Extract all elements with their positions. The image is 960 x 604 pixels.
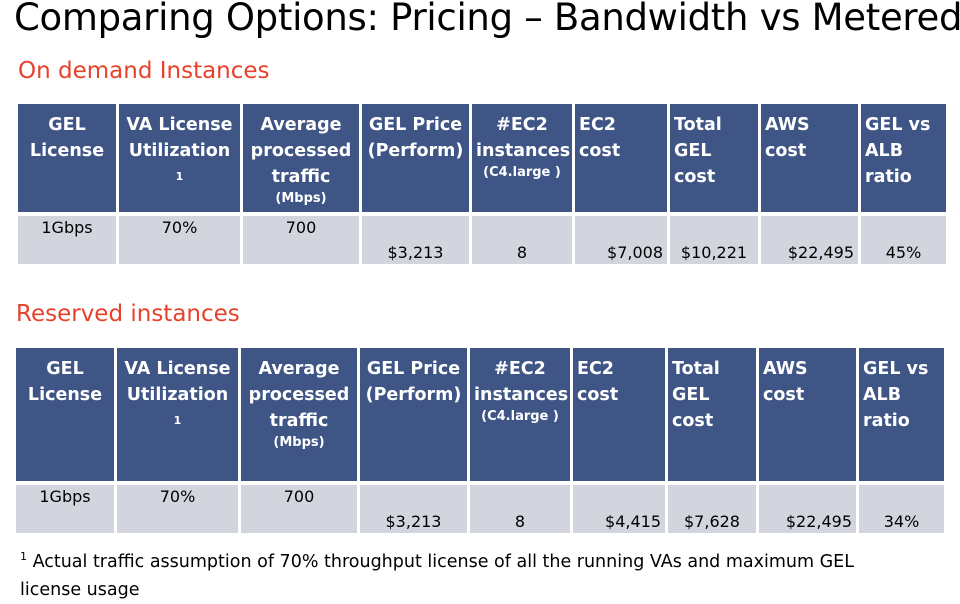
header-gel-price: GEL Price (Perform) [360,348,467,485]
footnote-text: Actual traffic assumption of 70% through… [20,551,854,600]
slide-title: Comparing Options: Pricing – Bandwidth v… [14,0,960,39]
cell-va-utilization: 70% [117,485,238,533]
footnote-marker: 1 [20,550,27,563]
header-gel-license: GEL License [16,348,114,485]
cell-ec2-cost: $4,415 [573,485,665,533]
header-average-traffic: Average processed traffic (Mbps) [241,348,357,485]
header-row: GEL License VA License Utilization 1 Avera… [18,104,946,216]
header-total-gel-cost: Total GEL cost [668,348,756,485]
footnote-marker: 1 [173,414,182,427]
section-heading-on-demand: On demand Instances [18,58,270,84]
header-va-license-utilization: VA License Utilization 1 [117,348,238,485]
cell-ec2-instances: 8 [472,216,572,264]
cell-aws-cost: $22,495 [759,485,856,533]
cell-ratio: 45% [861,216,946,264]
header-gel-vs-alb-ratio: GEL vs ALB ratio [859,348,944,485]
footnote: 1 Actual traffic assumption of 70% throu… [20,543,920,604]
header-gel-vs-alb-ratio: GEL vs ALB ratio [861,104,946,216]
cell-traffic: 700 [243,216,359,264]
cell-gel-license: 1Gbps [18,216,116,264]
cell-aws-cost: $22,495 [761,216,858,264]
header-row: GEL License VA License Utilization 1 Avera… [16,348,944,485]
cell-total-gel-cost: $10,221 [670,216,758,264]
section-heading-reserved: Reserved instances [16,301,240,327]
cell-va-utilization: 70% [119,216,240,264]
header-average-traffic: Average processed traffic (Mbps) [243,104,359,216]
header-ec2-instances: #EC2 instances (C4.large ) [472,104,572,216]
cell-traffic: 700 [241,485,357,533]
cell-gel-price: $3,213 [360,485,467,533]
cell-total-gel-cost: $7,628 [668,485,756,533]
cell-gel-price: $3,213 [362,216,469,264]
cell-ec2-cost: $7,008 [575,216,667,264]
header-va-license-utilization: VA License Utilization 1 [119,104,240,216]
on-demand-pricing-table: GEL License VA License Utilization 1 Avera… [15,104,949,264]
header-gel-price: GEL Price (Perform) [362,104,469,216]
cell-ec2-instances: 8 [470,485,570,533]
header-aws-cost: AWS cost [761,104,858,216]
footnote-marker: 1 [175,170,184,183]
cell-ratio: 34% [859,485,944,533]
header-ec2-instances: #EC2 instances (C4.large ) [470,348,570,485]
table-row: 1Gbps 70% 700 $3,213 8 $7,008 $10,221 $2… [18,216,946,264]
header-aws-cost: AWS cost [759,348,856,485]
header-ec2-cost: EC2 cost [573,348,665,485]
header-ec2-cost: EC2 cost [575,104,667,216]
header-gel-license: GEL License [18,104,116,216]
header-total-gel-cost: Total GEL cost [670,104,758,216]
table-row: 1Gbps 70% 700 $3,213 8 $4,415 $7,628 $22… [16,485,944,533]
cell-gel-license: 1Gbps [16,485,114,533]
reserved-pricing-table: GEL License VA License Utilization 1 Avera… [13,348,947,533]
